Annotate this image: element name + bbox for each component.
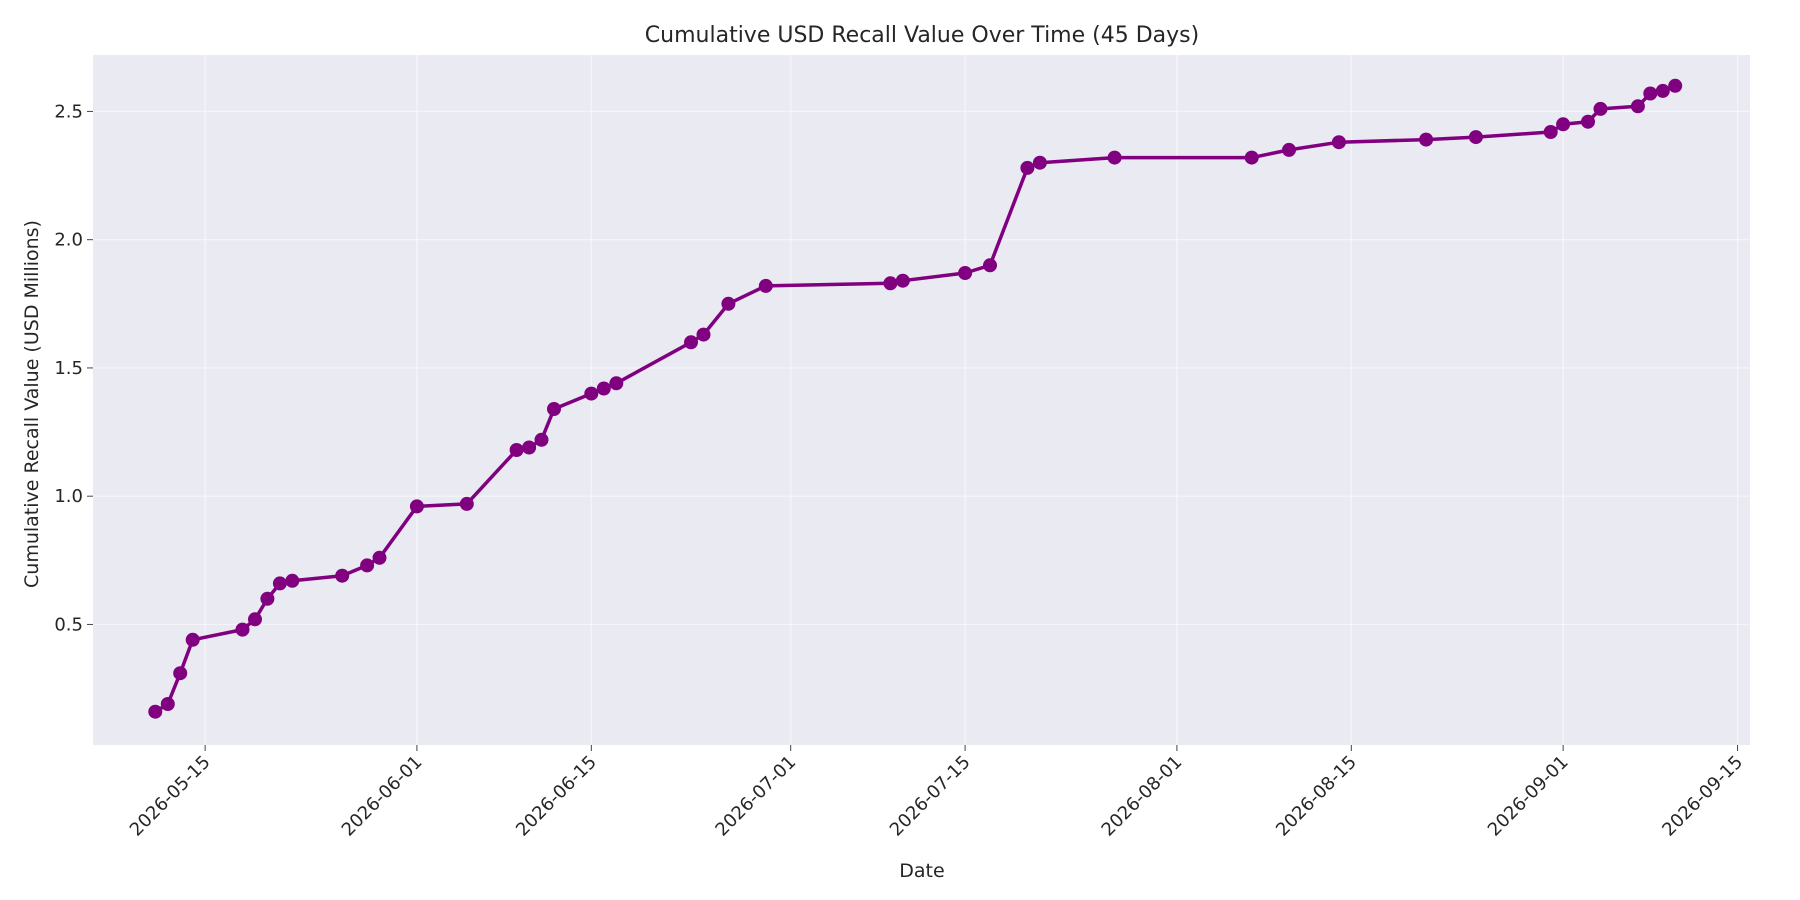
data-point [1331,135,1346,150]
data-point [360,558,375,573]
data-point [509,443,524,457]
data-point [696,327,711,342]
data-point [534,432,549,447]
data-point [185,632,200,647]
data-point [1107,150,1122,165]
data-point [522,440,537,455]
data-point [547,402,561,416]
data-point [372,550,387,565]
data-point [1655,83,1670,98]
plot-area [93,55,1750,745]
data-point [1668,78,1683,93]
y-tick-label: 2.5 [54,101,83,122]
grid [93,55,1750,745]
data-point [409,499,424,514]
x-axis-label: Date [899,860,944,882]
y-tick-label: 0.5 [54,614,83,635]
y-tick-label: 2.0 [54,230,83,251]
series-layer [148,78,1683,719]
data-point [260,591,275,606]
data-point [1556,117,1571,132]
data-point [1593,101,1608,116]
data-point [1468,130,1483,145]
data-point [1244,150,1259,165]
data-point [584,386,599,401]
data-point [1543,125,1558,139]
data-point [1643,86,1658,101]
y-tick-label: 1.5 [54,358,83,379]
data-point [1419,132,1434,147]
data-point [958,266,973,280]
data-point [148,704,163,719]
data-point [1581,114,1595,129]
data-point [883,276,898,291]
data-point [1630,99,1645,114]
data-point [684,335,698,350]
data-point [173,666,188,681]
y-tick-label: 1.0 [54,486,83,507]
data-point [596,381,611,396]
data-point [1032,155,1047,170]
y-axis-label: Cumulative Recall Value (USD Millions) [21,220,43,588]
data-point [758,278,773,293]
data-point [248,612,262,627]
chart-title: Cumulative USD Recall Value Over Time (4… [645,23,1199,48]
data-point [983,258,997,273]
data-point [459,496,474,511]
data-point [721,296,736,311]
data-point [285,573,300,588]
y-axis-ticks: 0.5 1.0 1.5 2.0 2.5 [54,101,93,635]
data-point [895,273,910,288]
data-point [160,697,175,711]
data-point [1282,142,1296,157]
data-point [272,576,287,591]
data-point [235,622,250,637]
data-point [335,568,350,583]
data-point [609,376,624,391]
data-point [1020,160,1035,175]
